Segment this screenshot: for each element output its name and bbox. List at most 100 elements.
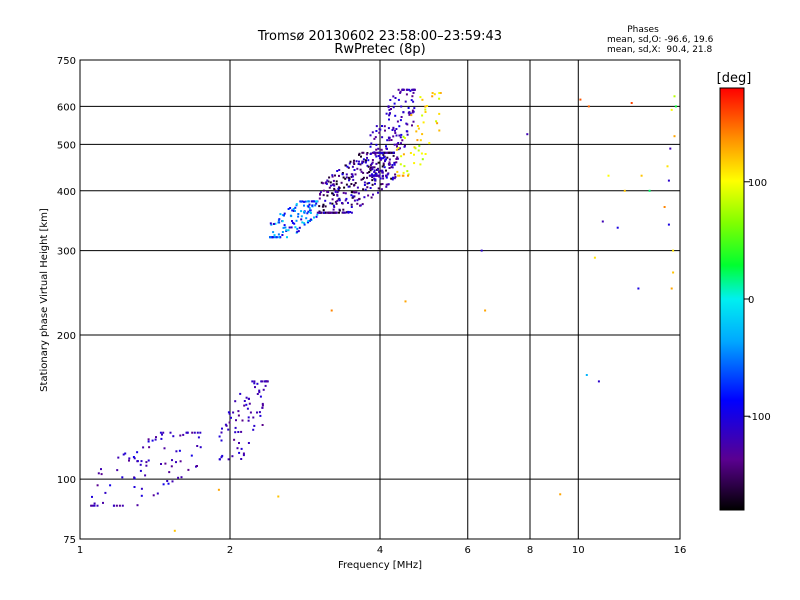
data-point bbox=[326, 194, 329, 197]
y-tick-label: 750 bbox=[57, 56, 76, 67]
data-point bbox=[372, 151, 374, 154]
data-point bbox=[407, 174, 409, 177]
data-point bbox=[221, 454, 224, 457]
data-point bbox=[256, 382, 259, 385]
data-point bbox=[419, 96, 422, 99]
data-point bbox=[353, 199, 356, 202]
data-point bbox=[234, 400, 237, 403]
data-point bbox=[623, 189, 626, 192]
data-point bbox=[418, 144, 421, 147]
data-point bbox=[251, 380, 254, 383]
data-point bbox=[342, 211, 345, 214]
data-point bbox=[413, 153, 415, 156]
data-point bbox=[526, 133, 529, 136]
data-point bbox=[397, 142, 400, 144]
data-point bbox=[270, 223, 273, 226]
data-point bbox=[102, 501, 104, 504]
data-point bbox=[221, 427, 223, 430]
data-point bbox=[380, 157, 383, 160]
chart-subtitle: RwPretec (8p) bbox=[334, 42, 425, 57]
data-point bbox=[378, 128, 381, 131]
data-point bbox=[291, 209, 294, 212]
data-point bbox=[407, 107, 410, 109]
data-point bbox=[329, 202, 332, 205]
data-point bbox=[410, 99, 413, 102]
data-point bbox=[585, 374, 588, 376]
data-point bbox=[398, 134, 401, 137]
data-point bbox=[265, 380, 268, 383]
data-point bbox=[369, 187, 372, 189]
data-point bbox=[139, 469, 142, 472]
data-point bbox=[241, 419, 244, 422]
data-point bbox=[293, 210, 296, 212]
data-point bbox=[395, 158, 398, 160]
data-point bbox=[348, 179, 350, 182]
data-point bbox=[239, 392, 242, 395]
data-point bbox=[171, 480, 174, 483]
data-point bbox=[231, 455, 234, 458]
data-point bbox=[295, 203, 298, 206]
data-point bbox=[397, 148, 400, 151]
data-point bbox=[259, 395, 262, 398]
data-point bbox=[357, 198, 360, 201]
data-point bbox=[373, 151, 376, 154]
data-point bbox=[220, 439, 223, 442]
data-point bbox=[363, 196, 366, 199]
data-point bbox=[424, 105, 427, 108]
data-point bbox=[366, 152, 369, 154]
data-point bbox=[113, 504, 116, 507]
data-point bbox=[133, 457, 136, 460]
data-point bbox=[286, 236, 288, 239]
data-point bbox=[363, 184, 366, 186]
data-point bbox=[332, 204, 335, 207]
data-point bbox=[392, 154, 395, 157]
data-point bbox=[385, 169, 387, 172]
data-point bbox=[426, 105, 429, 107]
data-point bbox=[421, 98, 424, 101]
data-point bbox=[234, 426, 237, 429]
stats-line-x: mean, sd,X: 90.4, 21.8 bbox=[607, 45, 713, 55]
data-point bbox=[388, 139, 391, 142]
data-point bbox=[640, 174, 643, 177]
data-point bbox=[247, 442, 250, 444]
data-point bbox=[347, 166, 350, 169]
data-point bbox=[343, 186, 346, 189]
data-point bbox=[281, 231, 284, 233]
data-point bbox=[412, 120, 415, 123]
data-point bbox=[159, 431, 162, 434]
data-point bbox=[392, 151, 395, 154]
data-point bbox=[412, 91, 415, 94]
data-point bbox=[288, 226, 291, 229]
data-point bbox=[297, 215, 300, 218]
data-point bbox=[672, 271, 675, 274]
data-point bbox=[304, 200, 307, 203]
data-point bbox=[345, 176, 348, 179]
data-point bbox=[225, 424, 228, 427]
data-point bbox=[300, 218, 303, 221]
data-point bbox=[100, 473, 103, 476]
data-point bbox=[431, 95, 434, 98]
data-point bbox=[136, 451, 139, 454]
data-point bbox=[297, 230, 300, 233]
data-point bbox=[331, 202, 334, 205]
data-point bbox=[370, 174, 373, 177]
data-point bbox=[394, 97, 397, 99]
data-point bbox=[175, 461, 177, 464]
data-point bbox=[140, 494, 143, 497]
data-point bbox=[421, 114, 424, 117]
data-point bbox=[307, 221, 310, 224]
data-point bbox=[375, 125, 378, 128]
data-point bbox=[395, 134, 398, 137]
data-point bbox=[351, 175, 354, 178]
data-point bbox=[371, 131, 374, 134]
data-point bbox=[139, 463, 142, 466]
data-point bbox=[175, 450, 178, 453]
data-point bbox=[672, 249, 675, 252]
data-point bbox=[240, 458, 243, 460]
data-point bbox=[294, 226, 297, 229]
data-point bbox=[300, 210, 303, 213]
data-point bbox=[357, 163, 360, 165]
data-point bbox=[413, 88, 416, 91]
data-point bbox=[358, 160, 360, 163]
data-point bbox=[361, 151, 364, 154]
